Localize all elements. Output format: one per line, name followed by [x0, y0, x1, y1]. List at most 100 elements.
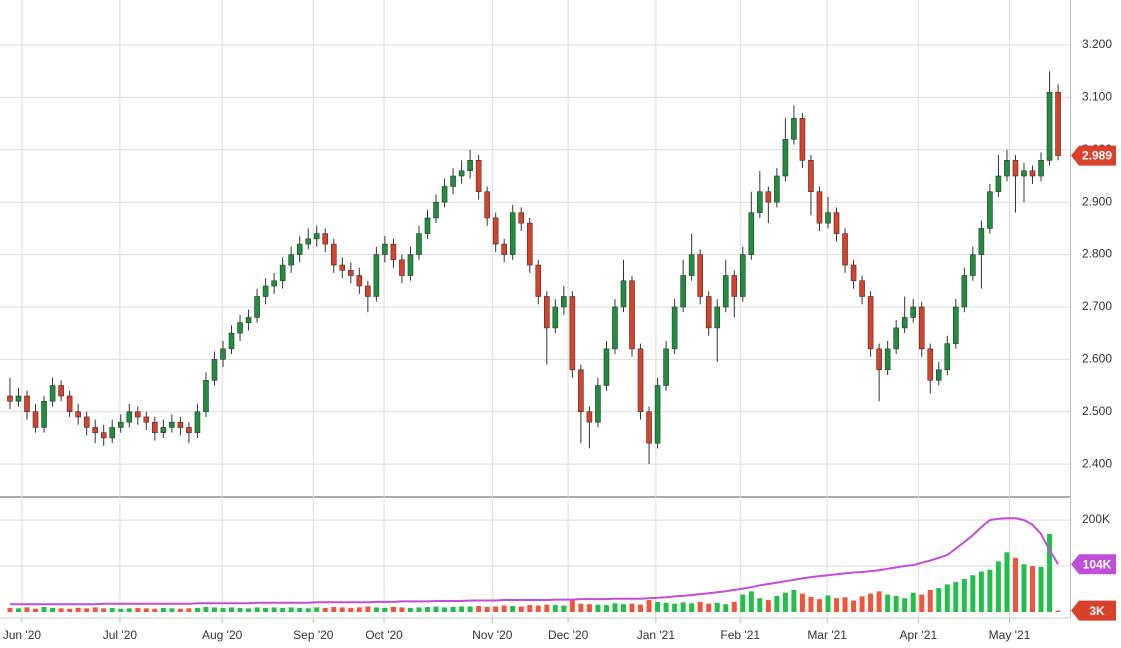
volume-bar	[510, 606, 516, 612]
volume-bar	[365, 606, 371, 612]
candle-body	[322, 233, 329, 245]
volume-bar	[910, 592, 916, 612]
candle-body	[7, 395, 13, 402]
candle-body	[561, 296, 567, 308]
volume-bar	[101, 608, 107, 612]
volume-bar	[177, 608, 183, 612]
candle-body	[680, 275, 686, 308]
candle-body	[714, 306, 721, 329]
candle-body	[578, 369, 584, 413]
volume-bar	[740, 594, 746, 612]
volume-bar	[535, 605, 541, 612]
volume-bar	[603, 605, 609, 612]
candle-body	[518, 212, 525, 224]
candle-body	[629, 280, 635, 350]
volume-bar	[612, 603, 618, 612]
volume-bar	[484, 606, 490, 612]
candle-body	[935, 369, 942, 381]
candle-body	[49, 385, 56, 402]
candle-body	[271, 280, 277, 287]
volume-bar	[970, 575, 976, 612]
candle-body	[484, 191, 490, 219]
volume-bar	[450, 606, 456, 612]
candle-body	[544, 296, 550, 329]
candle-body	[501, 243, 507, 255]
volume-bar	[757, 598, 763, 612]
candle-body	[126, 411, 133, 423]
candle-body	[467, 159, 473, 172]
volume-bar	[390, 606, 396, 612]
candle-body	[279, 264, 286, 282]
volume-bar	[271, 607, 277, 612]
candle-body	[458, 170, 465, 177]
candle-body	[765, 191, 772, 203]
x-tick-label: Dec '20	[548, 628, 589, 642]
volume-bar	[978, 571, 984, 612]
volume-bar	[442, 607, 448, 612]
candle-body	[390, 243, 397, 261]
volume-bar	[655, 601, 661, 612]
candle-body	[782, 139, 789, 177]
candle-body	[688, 254, 695, 276]
y2-tick-label: 200K	[1082, 512, 1110, 526]
volume-bar	[288, 607, 294, 612]
volume-bar	[697, 601, 703, 612]
candle-body	[867, 296, 874, 350]
candle-body	[859, 280, 865, 297]
volume-bar	[842, 597, 848, 612]
volume-bar	[638, 604, 644, 612]
volume-bar	[220, 607, 226, 612]
x-tick-label: Feb '21	[720, 628, 760, 642]
volume-bar	[237, 607, 243, 612]
volume-bar	[552, 605, 558, 612]
candle-body	[1055, 91, 1061, 156]
volume-bar	[569, 599, 575, 612]
candle-body	[893, 327, 899, 350]
x-tick-label: Aug '20	[202, 628, 243, 642]
candle-body	[603, 348, 610, 386]
volume-bar	[229, 607, 235, 612]
candle-body	[663, 348, 669, 386]
candle-body	[75, 411, 81, 418]
candle-body	[918, 306, 925, 350]
candle-body	[1021, 170, 1027, 177]
candle-body	[475, 159, 482, 193]
volume-bar	[527, 605, 533, 612]
candle-body	[66, 395, 73, 413]
volume-bar	[799, 593, 805, 612]
volume-bar	[714, 602, 720, 612]
volume-bar	[322, 607, 328, 612]
y-tick-label: 2.800	[1082, 247, 1112, 261]
candle-body	[953, 306, 959, 344]
candle-body	[100, 432, 107, 439]
x-tick-label: Sep '20	[293, 628, 334, 642]
volume-bar	[782, 592, 788, 612]
volume-bar	[24, 607, 30, 612]
volume-bar	[33, 608, 39, 612]
candle-body	[169, 421, 175, 428]
candle-body	[995, 175, 1002, 193]
volume-bar	[1004, 552, 1010, 612]
volume-bar	[689, 603, 695, 612]
candle-body	[416, 233, 422, 255]
candle-body	[569, 296, 576, 371]
candle-body	[356, 275, 363, 287]
volume-bar	[919, 594, 925, 612]
volume-bar	[194, 607, 200, 612]
candle-body	[876, 348, 882, 371]
volume-bar	[808, 596, 814, 612]
x-tick-label: Oct '20	[365, 628, 403, 642]
volume-bar	[160, 607, 166, 612]
volume-bar	[859, 596, 865, 612]
volume-bar	[15, 608, 21, 612]
volume-bar	[987, 569, 993, 612]
candle-body	[944, 343, 951, 371]
candle-body	[177, 421, 184, 428]
volume-bar	[314, 607, 320, 612]
volume-bar	[663, 602, 669, 612]
candle-body	[637, 348, 644, 413]
volume-bar	[118, 608, 124, 612]
candle-body	[671, 306, 678, 350]
candle-body	[134, 411, 141, 418]
